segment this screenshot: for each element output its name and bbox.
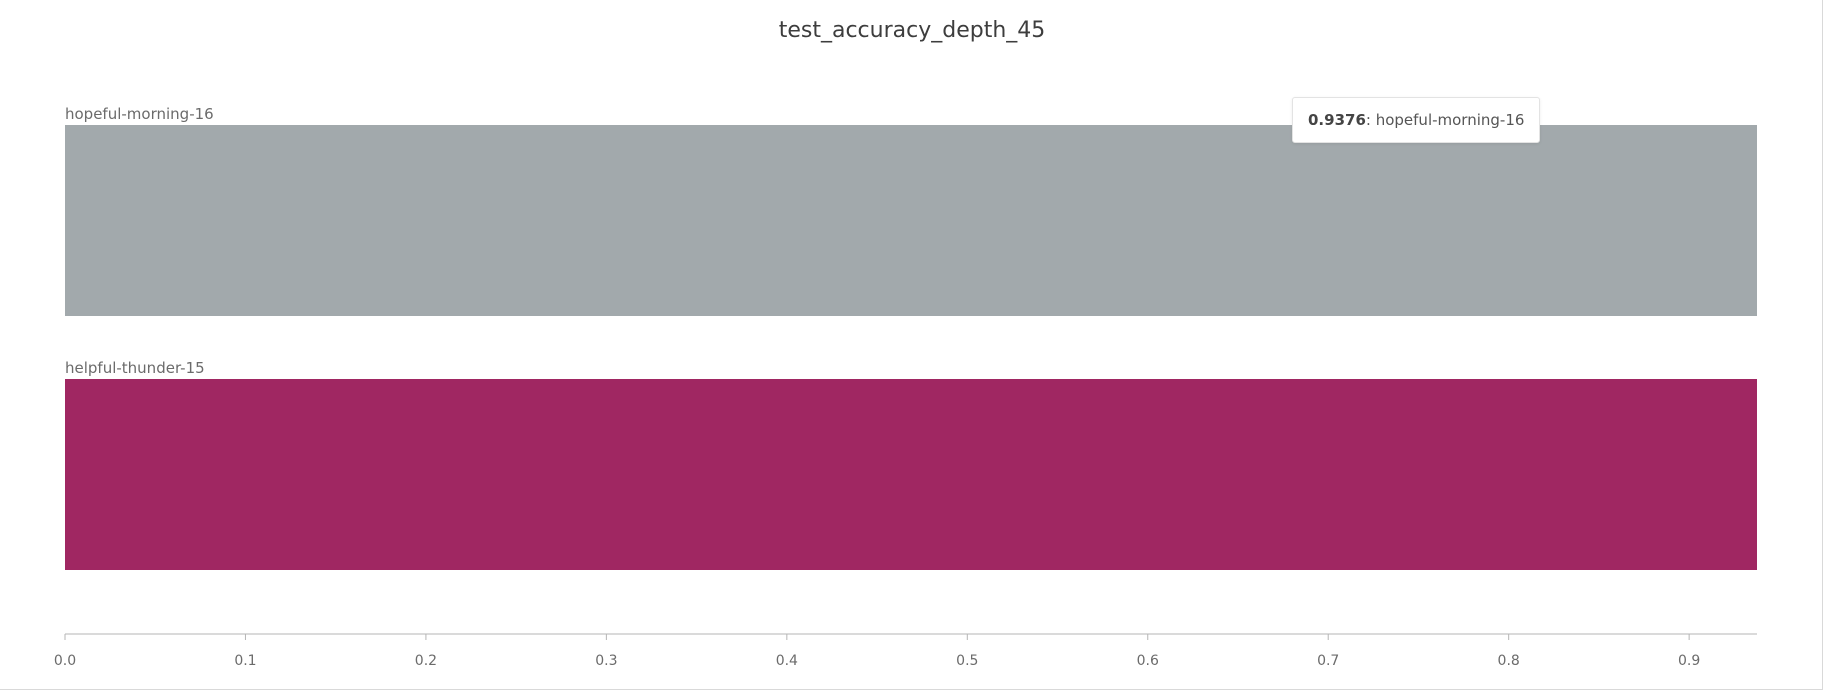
bars-layer: hopeful-morning-16 helpful-thunder-15 [65,105,1757,570]
tooltip-value: 0.9376 [1308,111,1366,129]
x-tick-label: 0.0 [54,653,76,669]
x-tick-label: 0.7 [1317,653,1339,669]
tooltip-separator: : [1365,111,1376,129]
bar-label: helpful-thunder-15 [65,359,205,377]
x-tick-label: 0.3 [595,653,617,669]
x-tick-label: 0.9 [1678,653,1700,669]
x-tick-label: 0.5 [956,653,978,669]
bar[interactable] [65,125,1757,316]
x-tick-label: 0.8 [1498,653,1520,669]
x-tick-label: 0.1 [234,653,256,669]
x-tick-label: 0.4 [776,653,798,669]
bar[interactable] [65,379,1757,570]
x-axis: 0.0 0.1 0.2 0.3 0.4 0.5 0.6 0.7 0.8 0.9 [54,633,1757,669]
x-tick-label: 0.6 [1137,653,1159,669]
tooltip-label: hopeful-morning-16 [1375,111,1525,129]
bar-label: hopeful-morning-16 [65,105,214,123]
x-tick-label: 0.2 [415,653,437,669]
hover-tooltip: 0.9376: hopeful-morning-16 [1292,97,1541,143]
chart-title: test_accuracy_depth_45 [778,18,1046,43]
